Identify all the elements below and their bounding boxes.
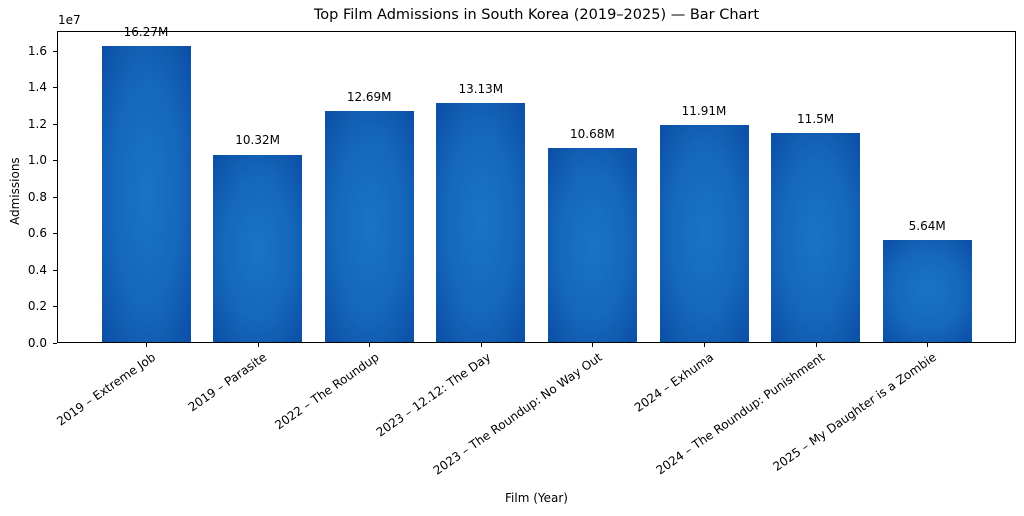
x-tick-mark xyxy=(257,343,259,347)
bar xyxy=(659,125,749,342)
y-tick: 0.8 xyxy=(0,190,57,211)
bar-value-label: 11.5M xyxy=(797,111,835,126)
x-axis-title: Film (Year) xyxy=(505,491,568,505)
bar-value-label: 5.64M xyxy=(908,218,946,233)
x-tick-mark xyxy=(927,343,929,347)
y-tick-label: 0.2 xyxy=(27,299,47,314)
x-tick-mark xyxy=(815,343,817,347)
bar-value-label: 11.91M xyxy=(681,104,727,119)
y-tick-label: 0.8 xyxy=(27,189,47,204)
bar xyxy=(213,154,303,342)
x-tick-mark xyxy=(592,343,594,347)
bar-value-label: 10.68M xyxy=(570,126,615,141)
y-tick-label: 0.0 xyxy=(27,336,47,350)
y-tick: 1.4 xyxy=(0,80,57,101)
x-tick-label: 2019 – Parasite xyxy=(186,350,270,415)
x-tick-mark xyxy=(704,343,705,347)
x-tick-label: 2022 – The Roundup xyxy=(272,350,382,433)
y-tick-mark xyxy=(53,343,57,344)
bar-value-label: 13.13M xyxy=(458,82,504,97)
y-tick-label: 1.2 xyxy=(27,116,47,131)
bar xyxy=(882,239,972,342)
x-tick-mark xyxy=(369,343,371,347)
plot-area xyxy=(57,31,1016,343)
bar xyxy=(771,132,861,342)
y-tick: 1.0 xyxy=(0,153,57,174)
y-tick-mark xyxy=(53,306,57,308)
y-tick-label: 1.4 xyxy=(27,80,47,95)
y-tick-mark xyxy=(53,123,57,125)
y-tick-mark xyxy=(53,160,57,162)
bar xyxy=(547,147,637,342)
y-tick: 0.6 xyxy=(0,226,57,247)
bar-value-label: 10.32M xyxy=(235,133,280,148)
x-tick-label: 2023 – 12.12: The Day xyxy=(373,350,493,440)
y-tick: 1.6 xyxy=(0,44,57,65)
bar xyxy=(324,111,414,342)
y-tick-mark xyxy=(53,87,57,89)
bar-value-label: 16.27M xyxy=(123,24,169,39)
y-tick-mark xyxy=(53,233,57,235)
x-tick-mark xyxy=(480,343,482,347)
y-tick-mark xyxy=(53,196,57,198)
bar xyxy=(436,103,526,342)
bar xyxy=(101,45,191,342)
y-tick: 0.4 xyxy=(0,263,57,284)
y-tick-label: 0.6 xyxy=(27,226,47,241)
y-tick-label: 0.4 xyxy=(27,262,47,277)
x-tick-label: 2019 – Extreme Job xyxy=(54,350,159,429)
bar-value-label: 12.69M xyxy=(346,90,392,105)
y-tick: 1.2 xyxy=(0,117,57,138)
y-tick-label: 1.0 xyxy=(27,153,47,168)
y-tick: 0.0 xyxy=(0,336,57,357)
y-tick-label: 1.6 xyxy=(27,43,47,58)
y-tick-mark xyxy=(53,269,57,271)
y-tick-mark xyxy=(53,50,57,52)
x-tick-mark xyxy=(146,343,147,347)
x-tick-label: 2024 – Exhuma xyxy=(631,350,717,415)
y-tick: 0.2 xyxy=(0,299,57,320)
y-axis-offset-label: 1e7 xyxy=(58,13,81,27)
chart-title: Top Film Admissions in South Korea (2019… xyxy=(313,7,760,23)
